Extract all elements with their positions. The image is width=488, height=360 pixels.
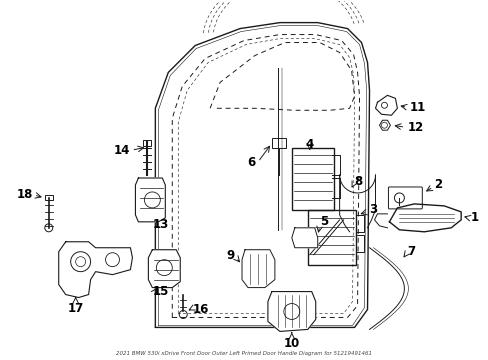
Polygon shape	[291, 228, 317, 248]
Text: 15: 15	[152, 285, 168, 298]
Bar	[45, 195, 53, 200]
Bar	[143, 140, 151, 146]
Text: 7: 7	[407, 245, 415, 258]
Bar	[291, 148, 333, 210]
Text: 17: 17	[67, 302, 83, 315]
Bar	[271, 138, 285, 148]
Polygon shape	[148, 250, 180, 288]
Text: 11: 11	[408, 101, 425, 114]
Text: 10: 10	[283, 337, 299, 350]
Polygon shape	[59, 242, 132, 298]
Bar	[307, 210, 355, 265]
Text: 2021 BMW 530i xDrive Front Door Outer Left Primed Door Handle Diagram for 512194: 2021 BMW 530i xDrive Front Door Outer Le…	[116, 351, 371, 356]
Text: 6: 6	[247, 156, 255, 168]
Text: 8: 8	[354, 175, 362, 189]
Text: 13: 13	[152, 218, 168, 231]
Text: 14: 14	[114, 144, 130, 157]
Text: 18: 18	[17, 188, 33, 202]
Polygon shape	[242, 250, 274, 288]
Text: 1: 1	[470, 211, 478, 224]
Text: 9: 9	[226, 249, 235, 262]
Text: 2: 2	[433, 179, 442, 192]
Text: 4: 4	[305, 138, 313, 150]
Text: 5: 5	[319, 215, 327, 228]
Text: 16: 16	[192, 303, 208, 316]
Polygon shape	[135, 178, 165, 222]
Polygon shape	[267, 292, 315, 332]
Text: 3: 3	[369, 203, 377, 216]
Text: 12: 12	[407, 121, 423, 134]
Polygon shape	[375, 95, 397, 115]
